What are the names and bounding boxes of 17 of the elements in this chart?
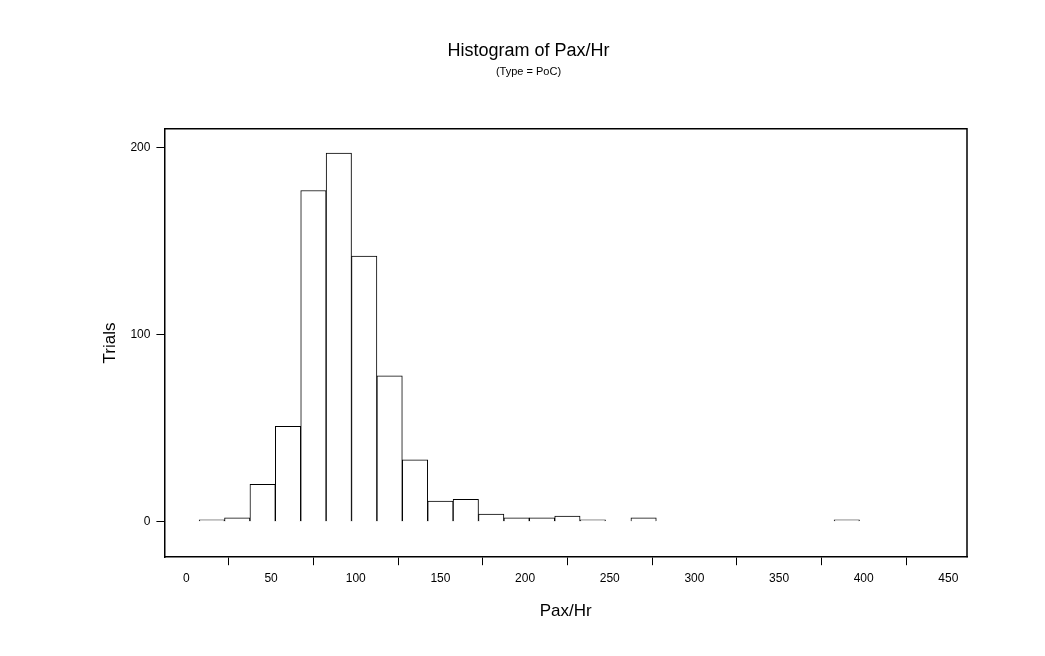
x-tick-label: 250 <box>599 570 621 585</box>
x-tick-label: 450 <box>938 570 959 585</box>
x-axis-title: Pax/Hr <box>539 601 593 621</box>
x-tick-label: 400 <box>853 570 875 585</box>
y-tick-label: 100 <box>130 326 151 341</box>
x-tick-label: 150 <box>430 570 451 585</box>
chart-subtitle: (Type = PoC) <box>495 65 562 78</box>
y-axis-title: Trials <box>99 322 119 364</box>
x-tick-label: 200 <box>515 570 536 585</box>
x-tick-label: 0 <box>183 570 191 585</box>
x-tick-label: 350 <box>769 570 790 585</box>
x-tick-label: 100 <box>345 570 367 585</box>
y-tick-label: 200 <box>130 139 151 154</box>
chart-title: Histogram of Pax/Hr <box>447 39 610 60</box>
y-tick-label: 0 <box>143 513 151 528</box>
x-tick-label: 50 <box>264 570 279 585</box>
x-tick-label: 300 <box>684 570 705 585</box>
